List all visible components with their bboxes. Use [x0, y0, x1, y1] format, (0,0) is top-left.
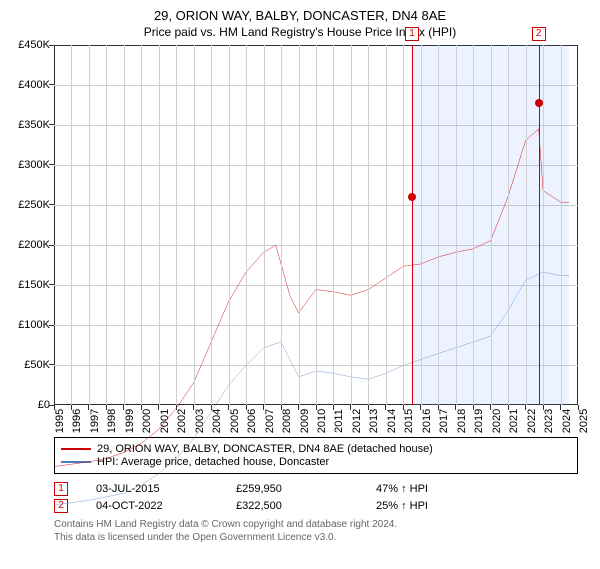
sale-dot [535, 99, 543, 107]
price-chart-card: 29, ORION WAY, BALBY, DONCASTER, DN4 8AE… [0, 0, 600, 560]
y-axis-label: £400K [18, 79, 50, 91]
y-axis-label: £250K [18, 199, 50, 211]
chart-title: 29, ORION WAY, BALBY, DONCASTER, DN4 8AE [10, 8, 590, 23]
y-axis-label: £200K [18, 239, 50, 251]
y-axis-label: £350K [18, 119, 50, 131]
chart-plot-area: £0£50K£100K£150K£200K£250K£300K£350K£400… [54, 45, 578, 405]
y-axis-label: £450K [18, 39, 50, 51]
series-line [54, 129, 569, 467]
sale-dot [408, 193, 416, 201]
chart-subtitle: Price paid vs. HM Land Registry's House … [10, 25, 590, 39]
y-axis-label: £50K [24, 359, 50, 371]
y-axis-label: £150K [18, 279, 50, 291]
sale-marker-box: 1 [405, 27, 419, 41]
sale-marker-box: 2 [532, 27, 546, 41]
sale-marker-line [412, 45, 413, 405]
series-line [54, 272, 569, 505]
y-axis-label: £100K [18, 319, 50, 331]
y-axis-label: £300K [18, 159, 50, 171]
